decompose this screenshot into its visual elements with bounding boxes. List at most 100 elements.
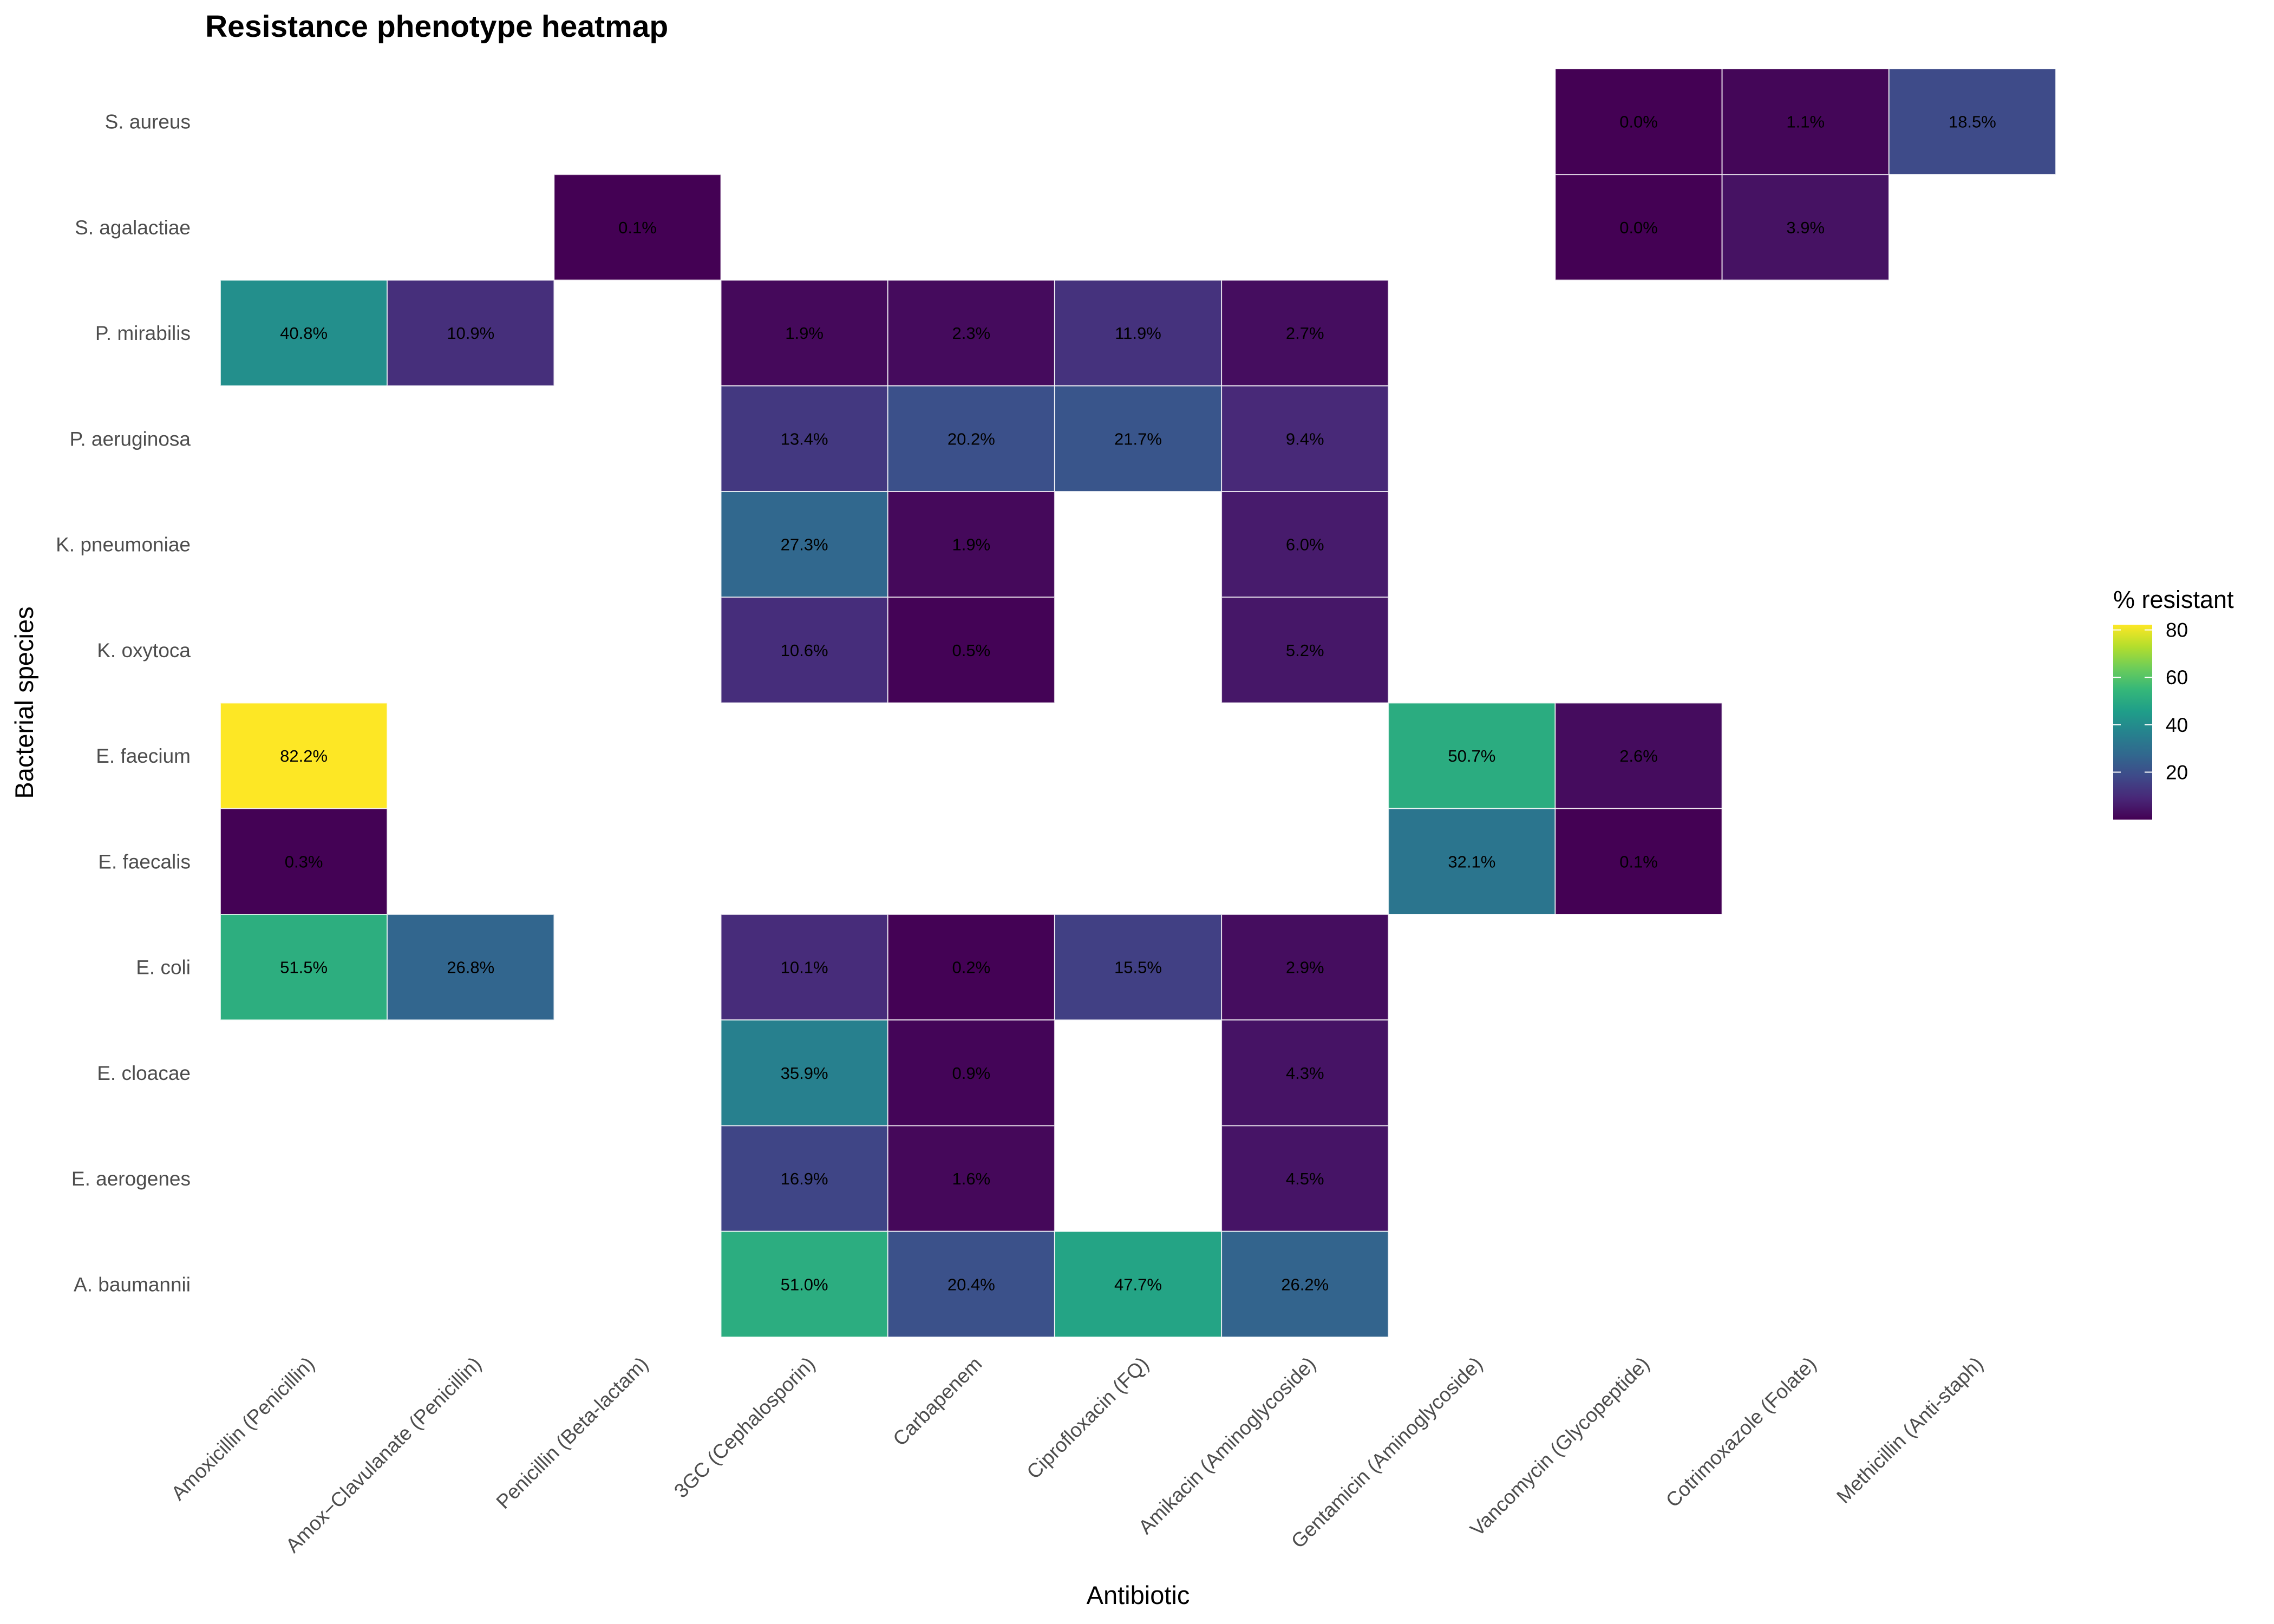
cell-value-label: 1.9% bbox=[785, 324, 824, 343]
heatmap-cell: 2.7% bbox=[1221, 279, 1389, 387]
heatmap-cell: 0.2% bbox=[887, 914, 1055, 1021]
heatmap-cell: 0.9% bbox=[887, 1019, 1055, 1127]
cell-value-label: 0.1% bbox=[1619, 852, 1658, 871]
heatmap-cell-rect bbox=[720, 1019, 888, 1127]
heatmap-cell: 0.0% bbox=[1554, 68, 1723, 175]
cell-value-label: 0.0% bbox=[1619, 113, 1658, 132]
heatmap-cell: 82.2% bbox=[220, 702, 388, 809]
y-tick-label: E. faecium bbox=[96, 745, 191, 767]
cell-value-label: 47.7% bbox=[1114, 1275, 1162, 1294]
heatmap-cell-rect bbox=[887, 279, 1055, 387]
y-axis-title: Bacterial species bbox=[10, 606, 38, 798]
heatmap-cell-rect bbox=[1221, 597, 1389, 704]
heatmap-cell: 32.1% bbox=[1388, 808, 1556, 915]
legend-colorbar bbox=[2113, 625, 2152, 820]
heatmap-cell-rect bbox=[1221, 914, 1389, 1021]
cell-value-label: 16.9% bbox=[781, 1169, 828, 1188]
heatmap-cell: 11.9% bbox=[1054, 279, 1223, 387]
cell-value-label: 11.9% bbox=[1115, 324, 1161, 343]
heatmap-cell: 2.9% bbox=[1221, 914, 1389, 1021]
heatmap-cell-rect bbox=[1388, 702, 1556, 809]
y-tick-label: K. oxytoca bbox=[97, 639, 191, 662]
heatmap-cell: 5.2% bbox=[1221, 597, 1389, 704]
y-tick-label: E. aerogenes bbox=[71, 1168, 191, 1190]
heatmap-cell-rect bbox=[1221, 491, 1389, 598]
heatmap-cell-rect bbox=[720, 279, 888, 387]
heatmap-cell-rect bbox=[1221, 385, 1389, 492]
cell-value-label: 10.1% bbox=[781, 958, 828, 977]
heatmap-cell-rect bbox=[1221, 1125, 1389, 1232]
cell-value-label: 2.7% bbox=[1286, 324, 1324, 343]
cell-value-label: 27.3% bbox=[781, 535, 828, 554]
cell-value-label: 51.0% bbox=[781, 1275, 828, 1294]
heatmap-cell: 50.7% bbox=[1388, 702, 1556, 809]
heatmap-cell-rect bbox=[1054, 1230, 1223, 1338]
heatmap-cell: 47.7% bbox=[1054, 1230, 1223, 1338]
heatmap-cell-rect bbox=[1388, 808, 1556, 915]
heatmap-cell: 21.7% bbox=[1054, 385, 1223, 492]
heatmap-cell: 10.9% bbox=[387, 279, 555, 387]
heatmap-cell: 51.5% bbox=[220, 914, 388, 1021]
cell-value-label: 0.5% bbox=[952, 641, 990, 660]
heatmap-cell: 13.4% bbox=[720, 385, 888, 492]
heatmap-cell: 35.9% bbox=[720, 1019, 888, 1127]
cell-value-label: 9.4% bbox=[1286, 429, 1324, 448]
heatmap-cell-rect bbox=[220, 808, 388, 915]
heatmap-cell: 0.0% bbox=[1554, 174, 1723, 281]
cell-value-label: 51.5% bbox=[280, 958, 328, 977]
heatmap-cell-rect bbox=[887, 1125, 1055, 1232]
cell-value-label: 20.4% bbox=[948, 1275, 995, 1294]
heatmap-cell: 20.2% bbox=[887, 385, 1055, 492]
cell-value-label: 18.5% bbox=[1949, 113, 1996, 132]
legend-tick-label: 40 bbox=[2166, 714, 2188, 736]
y-axis-tick-labels: S. aureus S. agalactiae P. mirabilis P. aer… bbox=[56, 111, 191, 1296]
heatmap-cell: 4.3% bbox=[1221, 1019, 1389, 1127]
heatmap-cell-rect bbox=[720, 491, 888, 598]
cell-value-label: 2.6% bbox=[1619, 746, 1658, 765]
heatmap-cell: 26.2% bbox=[1221, 1230, 1389, 1338]
heatmap-cell-rect bbox=[387, 914, 555, 1021]
heatmap-cell-rect bbox=[887, 385, 1055, 492]
heatmap-cell: 16.9% bbox=[720, 1125, 888, 1232]
cell-value-label: 26.2% bbox=[1281, 1275, 1329, 1294]
heatmap-cell-rect bbox=[387, 279, 555, 387]
heatmap-cell-rect bbox=[1054, 385, 1223, 492]
cell-value-label: 1.1% bbox=[1786, 113, 1825, 132]
heatmap-cell-rect bbox=[1554, 702, 1723, 809]
heatmap-cell: 10.6% bbox=[720, 597, 888, 704]
heatmap-cell: 1.6% bbox=[887, 1125, 1055, 1232]
heatmap-cell: 1.1% bbox=[1721, 68, 1890, 175]
heatmap-cell: 18.5% bbox=[1888, 68, 2057, 175]
cell-value-label: 0.1% bbox=[618, 218, 657, 237]
heatmap-cell: 9.4% bbox=[1221, 385, 1389, 492]
color-legend: % resistant 20 40 60 80 bbox=[2113, 586, 2234, 820]
heatmap-cell-rect bbox=[220, 914, 388, 1021]
x-axis-title: Antibiotic bbox=[1087, 1581, 1190, 1609]
heatmap-cell-rect bbox=[720, 597, 888, 704]
heatmap-cell-rect bbox=[887, 491, 1055, 598]
heatmap-cell: 40.8% bbox=[220, 279, 388, 387]
heatmap-cell-rect bbox=[887, 597, 1055, 704]
heatmap-cell-rect bbox=[1554, 68, 1723, 175]
heatmap-cell-rect bbox=[1054, 279, 1223, 387]
heatmap-cell: 10.1% bbox=[720, 914, 888, 1021]
heatmap-cell: 0.3% bbox=[220, 808, 388, 915]
cell-value-label: 0.0% bbox=[1619, 218, 1658, 237]
heatmap-cell-rect bbox=[720, 1125, 888, 1232]
heatmap-cell-rect bbox=[1888, 68, 2057, 175]
heatmap-cell: 15.5% bbox=[1054, 914, 1223, 1021]
cell-value-label: 6.0% bbox=[1286, 535, 1324, 554]
cell-value-label: 2.9% bbox=[1286, 958, 1324, 977]
cell-value-label: 15.5% bbox=[1114, 958, 1162, 977]
y-tick-label: S. aureus bbox=[105, 111, 191, 133]
legend-tick-label: 20 bbox=[2166, 761, 2188, 783]
cell-value-label: 13.4% bbox=[781, 429, 828, 448]
y-tick-label: P. aeruginosa bbox=[69, 428, 191, 450]
legend-ticks: 20 40 60 80 bbox=[2113, 619, 2188, 783]
chart-title: Resistance phenotype heatmap bbox=[205, 9, 668, 44]
heatmap-cell: 1.9% bbox=[887, 491, 1055, 598]
heatmap-cell-rect bbox=[887, 1019, 1055, 1127]
heatmap-cell: 2.6% bbox=[1554, 702, 1723, 809]
cell-value-label: 35.9% bbox=[781, 1064, 828, 1083]
